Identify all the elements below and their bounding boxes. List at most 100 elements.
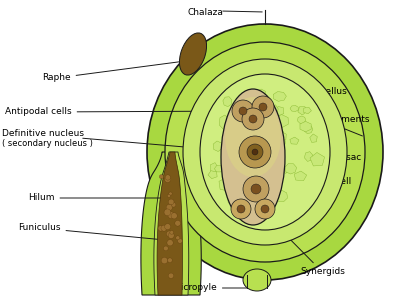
- Polygon shape: [270, 197, 277, 206]
- Circle shape: [164, 176, 171, 182]
- Circle shape: [168, 232, 174, 238]
- Polygon shape: [242, 162, 249, 170]
- Polygon shape: [241, 145, 254, 154]
- Polygon shape: [222, 168, 234, 179]
- Circle shape: [158, 226, 164, 231]
- Polygon shape: [275, 115, 288, 128]
- Polygon shape: [298, 107, 307, 115]
- Circle shape: [231, 199, 251, 219]
- Polygon shape: [267, 154, 280, 164]
- Circle shape: [175, 220, 180, 226]
- Polygon shape: [219, 178, 232, 191]
- Polygon shape: [310, 152, 324, 166]
- Polygon shape: [269, 105, 278, 114]
- Polygon shape: [252, 158, 263, 170]
- Ellipse shape: [180, 33, 206, 75]
- Text: Definitive nucleus: Definitive nucleus: [2, 128, 84, 137]
- Circle shape: [242, 108, 264, 130]
- Polygon shape: [213, 141, 222, 152]
- Circle shape: [232, 100, 254, 122]
- Polygon shape: [226, 146, 236, 156]
- Polygon shape: [257, 89, 266, 98]
- Polygon shape: [246, 143, 254, 150]
- Polygon shape: [276, 129, 284, 137]
- Circle shape: [167, 194, 170, 197]
- Polygon shape: [226, 136, 238, 150]
- Polygon shape: [223, 124, 230, 131]
- Polygon shape: [246, 118, 254, 126]
- Polygon shape: [233, 183, 240, 191]
- Circle shape: [243, 176, 269, 202]
- Polygon shape: [223, 97, 232, 106]
- Polygon shape: [219, 115, 229, 129]
- Circle shape: [169, 192, 172, 195]
- Polygon shape: [233, 172, 244, 186]
- Text: Integuments: Integuments: [312, 116, 370, 124]
- Text: Chalaza: Chalaza: [187, 8, 223, 17]
- Circle shape: [168, 258, 172, 262]
- Circle shape: [237, 205, 245, 213]
- Circle shape: [249, 115, 257, 123]
- Circle shape: [171, 202, 176, 207]
- Circle shape: [178, 238, 182, 243]
- Polygon shape: [310, 134, 317, 142]
- Polygon shape: [248, 160, 254, 167]
- Polygon shape: [264, 110, 274, 124]
- Text: Funiculus: Funiculus: [18, 224, 162, 240]
- Circle shape: [261, 205, 269, 213]
- Polygon shape: [226, 121, 233, 129]
- Polygon shape: [275, 106, 284, 116]
- Ellipse shape: [147, 24, 383, 280]
- Text: Embryo-sac: Embryo-sac: [288, 148, 361, 163]
- Circle shape: [251, 184, 261, 194]
- Polygon shape: [251, 143, 263, 155]
- Polygon shape: [304, 125, 313, 134]
- Polygon shape: [304, 152, 313, 161]
- Text: Antipodal cells: Antipodal cells: [5, 107, 250, 116]
- Polygon shape: [154, 152, 189, 295]
- Circle shape: [239, 136, 271, 168]
- Text: Raphe: Raphe: [42, 60, 190, 82]
- Polygon shape: [208, 171, 217, 179]
- Text: Egg-cell: Egg-cell: [271, 178, 351, 187]
- Polygon shape: [157, 152, 182, 295]
- Polygon shape: [290, 137, 299, 144]
- Polygon shape: [210, 163, 218, 172]
- Circle shape: [159, 175, 164, 179]
- Circle shape: [170, 231, 174, 234]
- Polygon shape: [268, 127, 279, 139]
- Circle shape: [252, 149, 258, 155]
- Circle shape: [259, 103, 267, 111]
- Circle shape: [176, 236, 180, 240]
- Circle shape: [171, 213, 177, 219]
- Text: Hilum: Hilum: [28, 194, 172, 202]
- Text: Micropyle: Micropyle: [173, 284, 252, 292]
- Polygon shape: [254, 145, 264, 158]
- Polygon shape: [228, 194, 236, 205]
- Polygon shape: [300, 122, 311, 132]
- Circle shape: [166, 231, 172, 237]
- Polygon shape: [277, 139, 285, 146]
- Polygon shape: [298, 116, 306, 123]
- Ellipse shape: [243, 269, 271, 291]
- Circle shape: [166, 204, 172, 211]
- Circle shape: [247, 144, 263, 160]
- Polygon shape: [273, 92, 286, 101]
- Polygon shape: [271, 133, 280, 143]
- Text: Synergids: Synergids: [270, 219, 345, 277]
- Circle shape: [168, 273, 174, 278]
- Polygon shape: [294, 171, 307, 181]
- Ellipse shape: [221, 89, 285, 225]
- Circle shape: [161, 257, 168, 264]
- Ellipse shape: [183, 59, 347, 245]
- Polygon shape: [282, 167, 288, 173]
- Polygon shape: [250, 187, 256, 193]
- Polygon shape: [231, 162, 238, 169]
- Polygon shape: [141, 152, 201, 295]
- Circle shape: [168, 212, 175, 219]
- Circle shape: [164, 246, 168, 251]
- Text: ( secondary nucleus ): ( secondary nucleus ): [2, 139, 93, 148]
- Polygon shape: [271, 150, 283, 160]
- Text: Nucellus: Nucellus: [308, 88, 347, 97]
- Polygon shape: [234, 144, 245, 155]
